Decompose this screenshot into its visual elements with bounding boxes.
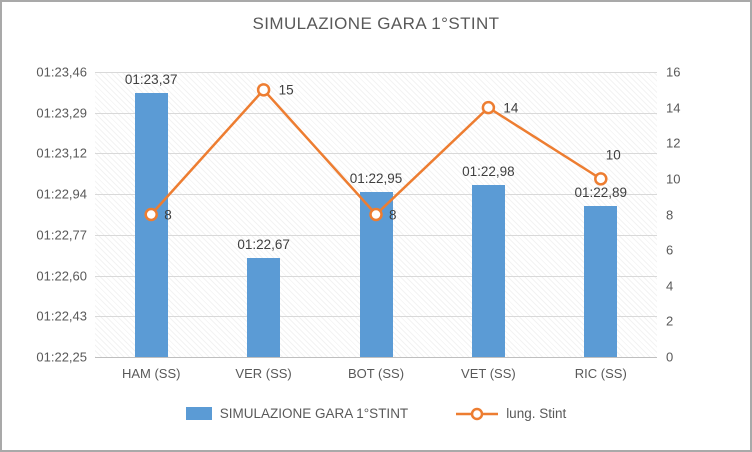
legend-bar-swatch xyxy=(185,407,212,420)
bar-data-label: 01:22,98 xyxy=(462,164,515,180)
bar-data-label: 01:22,89 xyxy=(574,185,628,201)
category-label: VER (SS) xyxy=(235,366,292,381)
bar xyxy=(471,185,505,357)
bar xyxy=(247,258,281,357)
bar-data-label: 01:22,67 xyxy=(237,237,290,253)
category-label: RIC (SS) xyxy=(574,366,627,381)
bar-data-label: 01:23,37 xyxy=(124,72,178,88)
right-axis-tick: 0 xyxy=(666,349,674,365)
bar xyxy=(584,206,618,357)
category-label: BOT (SS) xyxy=(347,366,405,381)
category-label: VET (SS) xyxy=(461,366,516,381)
gridline xyxy=(95,112,657,114)
category-label: HAM (SS) xyxy=(121,366,181,381)
line-data-label: 8 xyxy=(164,207,172,222)
gridline xyxy=(95,72,657,73)
line-series xyxy=(144,83,608,222)
line-data-label: 15 xyxy=(278,82,294,98)
line-marker xyxy=(369,207,383,222)
gridline xyxy=(95,153,657,155)
legend-label: SIMULAZIONE GARA 1°STINT xyxy=(219,406,409,421)
line-path xyxy=(150,87,602,217)
right-axis-tick: 6 xyxy=(666,242,674,258)
left-axis-tick: 01:22,43 xyxy=(36,308,87,324)
line-marker xyxy=(481,100,496,115)
legend-line-swatch xyxy=(456,407,499,420)
left-axis-tick: 01:22,25 xyxy=(36,349,87,365)
bar xyxy=(134,93,168,357)
bar-data-label: 01:22,95 xyxy=(349,171,403,187)
legend-label: lung. Stint xyxy=(506,406,567,421)
right-axis-tick: 12 xyxy=(666,135,681,151)
line-data-label: 8 xyxy=(389,207,397,222)
line-marker xyxy=(144,207,158,222)
line-marker xyxy=(256,83,271,97)
right-axis-tick: 14 xyxy=(666,100,681,116)
legend: SIMULAZIONE GARA 1°STINT lung. Stint xyxy=(2,406,750,421)
left-axis-tick: 01:23,12 xyxy=(36,145,87,161)
legend-item: lung. Stint xyxy=(456,406,566,421)
left-axis-tick: 01:22,77 xyxy=(36,227,87,243)
left-axis-tick: 01:22,94 xyxy=(36,186,87,202)
right-axis-tick: 4 xyxy=(666,278,674,294)
right-axis-tick: 2 xyxy=(666,313,674,329)
line-marker xyxy=(594,172,608,186)
plot-area xyxy=(95,72,657,358)
left-axis-tick: 01:23,46 xyxy=(36,64,87,80)
chart-title: SIMULAZIONE GARA 1°STINT xyxy=(252,14,500,33)
x-axis-line xyxy=(95,357,657,358)
right-axis-tick: 8 xyxy=(666,207,674,222)
legend-item: SIMULAZIONE GARA 1°STINT xyxy=(185,406,409,421)
left-axis-tick: 01:23,29 xyxy=(36,105,87,121)
left-axis-tick: 01:22,60 xyxy=(36,268,87,284)
line-data-label: 14 xyxy=(503,100,519,116)
line-data-label: 10 xyxy=(605,147,621,163)
right-axis-tick: 16 xyxy=(666,64,681,80)
right-axis-tick: 10 xyxy=(666,171,681,187)
